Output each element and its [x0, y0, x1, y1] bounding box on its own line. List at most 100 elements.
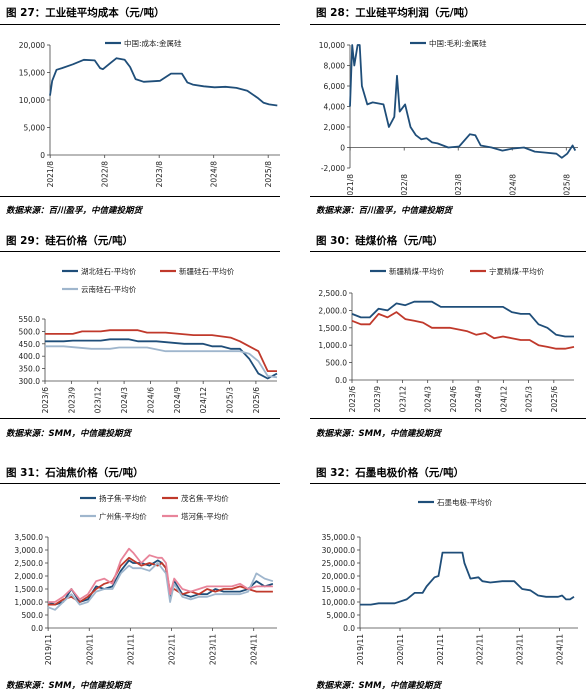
- series-line: [351, 300, 574, 338]
- x-tick-label: 2024/3: [120, 387, 129, 413]
- y-tick-label: 0.0: [343, 624, 355, 633]
- y-tick-label: 1,500.0: [318, 324, 347, 333]
- title-rule: [310, 483, 586, 484]
- legend-label: 石墨电极-平均价: [437, 497, 493, 507]
- x-tick-label: 2023/6: [348, 386, 357, 413]
- x-tick-label: 2023/12: [398, 386, 407, 413]
- x-tick-label: 2021/8: [346, 174, 355, 195]
- x-tick-label: 2020/11: [396, 634, 405, 665]
- source-rule: [310, 418, 586, 419]
- y-tick-label: 300.0: [19, 377, 41, 386]
- series-line: [45, 345, 278, 379]
- y-tick-label: 25,000.0: [322, 559, 356, 568]
- chart-panel-32: 图 32：石墨电极价格（元/吨） 0.0 5,000.0 10,000.0 15,00…: [310, 461, 586, 692]
- chart-panel-30: 图 30：硅煤价格（元/吨） 0.0 500.0 1,000.0 1,500.0 2,0…: [310, 229, 586, 449]
- x-tick-label: 2024/11: [555, 634, 564, 665]
- y-tick-label: 3,500.0: [14, 533, 43, 542]
- x-tick-label: 2020/11: [85, 634, 94, 665]
- legend-label: 中国:成本:金属硅: [124, 38, 182, 48]
- chart-svg: 300.0 350.0 400.0 450.0 500.0 550.0 2023/6 2023…: [19, 266, 278, 413]
- data-source: 数据来源：SMM，中信建投期货: [316, 429, 442, 439]
- y-tick-label: 2,500.0: [318, 289, 347, 298]
- x-tick-label: 2025/3: [226, 387, 235, 413]
- data-source: 数据来源：SMM，中信建投期货: [6, 681, 132, 691]
- y-tick-label: 10,000.0: [322, 598, 356, 607]
- chart-panel-27: 图 27：工业硅平均成本（元/吨） 0 5,000 10,000 15,000 20,0…: [0, 0, 293, 216]
- y-tick-label: 1,500.0: [14, 585, 43, 594]
- y-tick-label: 400.0: [19, 352, 41, 361]
- x-tick-label: 2024/11: [250, 634, 259, 665]
- x-tick-label: 2025/8: [264, 161, 273, 188]
- source-rule: [0, 196, 280, 197]
- x-tick-label: 2022/11: [167, 634, 176, 665]
- series-line: [48, 547, 273, 603]
- series-line: [48, 556, 273, 606]
- source-rule: [310, 196, 586, 197]
- legend-label: 扬子焦-平均价: [99, 493, 147, 503]
- y-tick-label: 5,000: [24, 124, 46, 133]
- legend-label: 广州焦-平均价: [99, 511, 147, 521]
- legend-label: 茂名焦-平均价: [181, 493, 229, 503]
- chart-title: 图 29：硅石价格（元/吨）: [6, 235, 134, 247]
- legend-label: 新疆硅石-平均价: [179, 266, 235, 276]
- x-tick-label: 2025/3: [525, 386, 534, 413]
- series-line: [45, 338, 278, 380]
- y-tick-label: 8,000: [324, 62, 346, 71]
- x-tick-label: 2022/8: [400, 174, 409, 195]
- x-tick-label: 2024/6: [449, 386, 458, 413]
- data-source: 数据来源：SMM，中信建投期货: [316, 681, 442, 691]
- series-line: [360, 551, 575, 606]
- x-tick-label: 2023/6: [41, 387, 50, 413]
- legend-label: 宁夏精煤-平均价: [489, 266, 545, 276]
- y-tick-label: 3,000.0: [14, 546, 43, 555]
- y-tick-label: 15,000: [19, 69, 45, 78]
- x-tick-label: 2023/9: [373, 386, 382, 413]
- y-tick-label: 2,000.0: [14, 572, 43, 581]
- x-tick-label: 2021/8: [46, 161, 55, 188]
- source-rule: [0, 418, 280, 419]
- y-tick-label: 450.0: [19, 340, 41, 349]
- x-tick-label: 2023/12: [94, 387, 103, 413]
- x-tick-label: 2023/8: [155, 161, 164, 188]
- x-tick-label: 2024/12: [499, 386, 508, 413]
- x-tick-label: 2023/11: [209, 634, 218, 665]
- legend-label: 中国:毛利:金属硅: [429, 38, 487, 48]
- y-tick-label: 0: [40, 151, 45, 160]
- x-tick-label: 2023/11: [516, 634, 525, 665]
- series-line: [349, 44, 577, 159]
- chart-title: 图 28：工业硅平均利润（元/吨）: [316, 7, 475, 19]
- chart-title: 图 32：石墨电极价格（元/吨）: [316, 467, 465, 479]
- y-tick-label: 20,000: [19, 41, 45, 50]
- legend-label: 湖北硅石-平均价: [81, 266, 137, 276]
- y-tick-label: 6,000: [324, 82, 346, 91]
- y-tick-label: 500.0: [22, 611, 44, 620]
- data-source: 数据来源：百川盈孚，中信建投期货: [316, 206, 453, 216]
- y-tick-label: 350.0: [19, 365, 41, 374]
- title-rule: [0, 251, 280, 252]
- series-line: [49, 57, 278, 107]
- chart-svg: 0.0 500.0 1,000.0 1,500.0 2,000.0 2,500.0 2023…: [318, 266, 575, 413]
- x-tick-label: 2019/11: [356, 634, 365, 665]
- y-tick-label: 500.0: [19, 327, 41, 336]
- y-tick-label: 550.0: [19, 315, 41, 324]
- y-tick-label: 4,000: [324, 103, 346, 112]
- title-rule: [310, 251, 586, 252]
- chart-panel-28: 图 28：工业硅平均利润（元/吨） -2,000 0 2,000 4,000 6,000…: [310, 0, 586, 216]
- y-tick-label: 500.0: [326, 359, 348, 368]
- x-tick-label: 2024/9: [474, 386, 483, 413]
- legend-label: 新疆精煤-平均价: [389, 266, 445, 276]
- x-tick-label: 2025/6: [252, 387, 261, 413]
- y-tick-label: -2,000: [321, 164, 345, 173]
- title-rule: [0, 483, 280, 484]
- chart-panel-29: 图 29：硅石价格（元/吨） 300.0 350.0 400.0 450.0 500.0…: [0, 229, 293, 449]
- x-tick-label: 2024/9: [173, 387, 182, 413]
- y-tick-label: 10,000: [319, 41, 345, 50]
- y-tick-label: 5,000.0: [326, 611, 355, 620]
- x-tick-label: 2021/11: [436, 634, 445, 665]
- x-tick-label: 2021/11: [126, 634, 135, 665]
- y-tick-label: 0.0: [335, 376, 347, 385]
- y-tick-label: 30,000.0: [322, 546, 356, 555]
- y-tick-label: 2,000: [324, 123, 346, 132]
- title-rule: [310, 24, 586, 25]
- x-tick-label: 2024/8: [508, 174, 517, 195]
